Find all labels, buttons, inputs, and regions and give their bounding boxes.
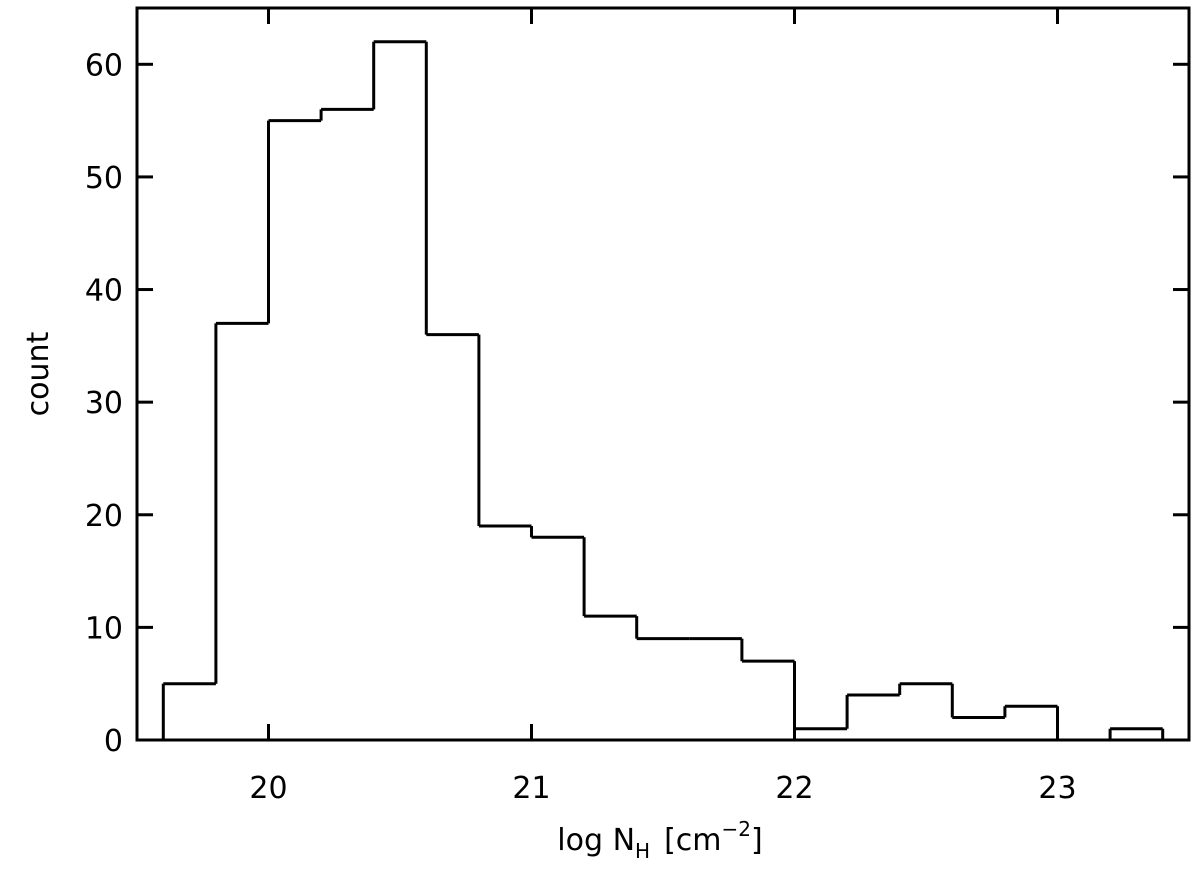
x-label-main: log N — [557, 823, 635, 858]
x-label-close: ] — [751, 823, 763, 858]
y-tick-label: 0 — [104, 724, 123, 759]
y-axis-label: count — [21, 331, 56, 416]
x-tick-label: 22 — [775, 771, 813, 806]
x-tick-label: 23 — [1038, 771, 1076, 806]
plot-frame — [135, 6, 1191, 742]
x-tick-label: 21 — [512, 771, 550, 806]
y-tick-label: 40 — [85, 274, 123, 309]
y-tick-label: 60 — [85, 48, 123, 83]
y-tick-label: 50 — [85, 161, 123, 196]
y-tick-label: 20 — [85, 499, 123, 534]
x-label-sub: H — [635, 839, 650, 863]
x-label-unit: [cm — [664, 823, 721, 858]
y-tick-label: 10 — [85, 611, 123, 646]
x-axis-label: log NH [cm−2] — [557, 817, 762, 863]
x-label-sup: −2 — [721, 817, 750, 841]
x-tick-label: 20 — [249, 771, 287, 806]
y-tick-label: 30 — [85, 386, 123, 421]
